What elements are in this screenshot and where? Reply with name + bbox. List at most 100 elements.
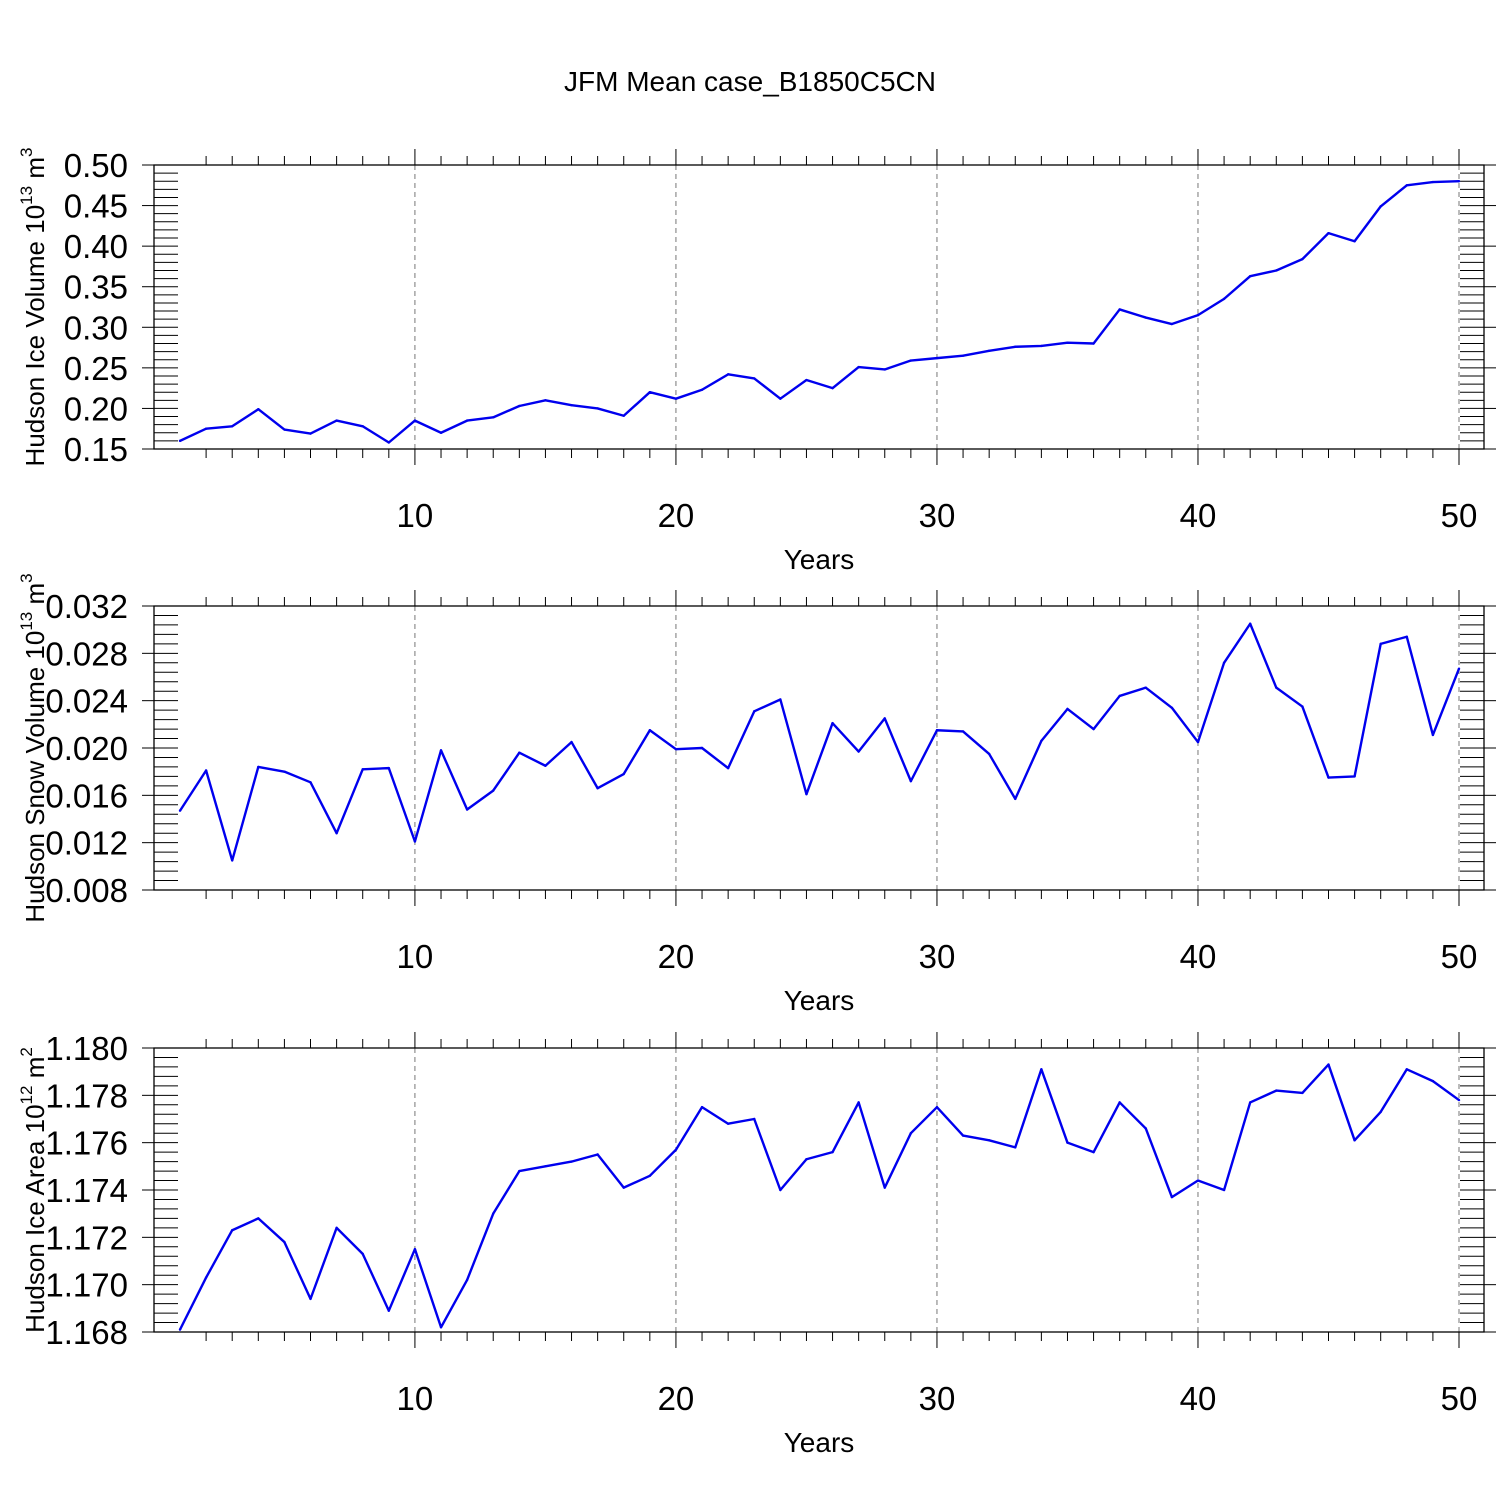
series-line — [178, 622, 1461, 862]
data-point — [648, 1174, 652, 1178]
data-point — [283, 770, 286, 773]
data-point — [1379, 1110, 1382, 1114]
data-point — [570, 1160, 573, 1163]
data-point — [492, 1212, 495, 1215]
x-tick-label: 50 — [1441, 1380, 1478, 1417]
data-point — [413, 840, 417, 843]
data-point — [726, 1122, 730, 1125]
y-axis-label-exponent: 12 — [17, 1086, 36, 1105]
data-point — [439, 749, 443, 752]
data-point — [465, 419, 469, 422]
data-point — [544, 399, 547, 402]
figure-title: JFM Mean case_B1850C5CN — [564, 66, 936, 97]
data-point — [1431, 733, 1435, 737]
data-point — [1014, 1146, 1017, 1149]
y-tick-label: 0.012 — [45, 825, 128, 862]
data-point — [518, 404, 521, 408]
y-tick-label: 0.020 — [45, 730, 128, 767]
data-point — [1118, 308, 1121, 311]
data-point — [1014, 345, 1017, 348]
data-point — [596, 407, 599, 410]
data-point — [779, 698, 782, 701]
x-tick-label: 10 — [397, 497, 434, 534]
y-tick-label: 0.50 — [64, 147, 128, 184]
data-point — [1170, 706, 1174, 709]
y-tick-label: 1.178 — [45, 1077, 128, 1114]
y-tick-label: 0.40 — [64, 228, 128, 265]
data-point — [1040, 344, 1043, 348]
x-tick-label: 50 — [1441, 497, 1478, 534]
data-point — [857, 365, 860, 369]
data-point — [492, 789, 495, 792]
data-point — [1144, 316, 1147, 319]
data-point — [570, 403, 573, 407]
data-point — [857, 1101, 860, 1104]
data-point — [1118, 1101, 1121, 1104]
data-point — [1405, 184, 1408, 187]
data-point — [309, 432, 312, 435]
data-point — [544, 1165, 547, 1168]
data-point — [805, 378, 808, 382]
x-tick-label: 40 — [1180, 497, 1217, 534]
data-point — [1353, 775, 1356, 778]
data-point — [831, 386, 834, 390]
data-point — [387, 766, 391, 770]
data-point — [257, 408, 260, 411]
data-point — [1040, 1068, 1043, 1071]
y-axis-label-unit-exponent: 3 — [17, 573, 36, 582]
data-point — [283, 1240, 286, 1244]
data-point — [987, 1139, 991, 1142]
data-point — [361, 1252, 364, 1256]
plot-frame — [153, 164, 1485, 450]
data-point — [726, 373, 730, 376]
y-axis-label-unit-exponent: 3 — [17, 148, 36, 157]
data-point — [1092, 727, 1095, 731]
data-point — [1405, 1068, 1408, 1071]
data-point — [1196, 740, 1200, 744]
data-point — [961, 1134, 965, 1137]
data-point — [1092, 1150, 1095, 1154]
data-point — [1431, 180, 1435, 184]
data-point — [1275, 269, 1278, 272]
data-point — [544, 764, 547, 767]
data-point — [1457, 667, 1461, 670]
y-axis-label-text: Hudson Ice Volume 10 — [20, 205, 50, 467]
data-point — [178, 1328, 182, 1331]
data-point — [204, 427, 208, 430]
data-point — [779, 397, 782, 400]
data-point — [753, 377, 756, 380]
data-point — [935, 356, 939, 360]
data-point — [674, 747, 678, 751]
y-axis-label-exponent: 13 — [17, 186, 36, 205]
x-tick-label: 40 — [1180, 938, 1217, 975]
y-tick-label: 0.008 — [45, 872, 128, 909]
y-tick-label: 1.174 — [45, 1172, 128, 1209]
data-point — [387, 1309, 391, 1312]
data-point — [309, 1297, 312, 1301]
series-line — [178, 1063, 1460, 1331]
y-tick-label: 0.032 — [45, 588, 128, 625]
data-point — [674, 397, 678, 400]
data-point — [831, 1150, 834, 1154]
data-point — [622, 1186, 625, 1189]
data-point — [700, 388, 704, 391]
data-point — [439, 1326, 443, 1329]
data-point — [935, 729, 939, 732]
y-tick-label: 1.180 — [45, 1030, 128, 1067]
chart-panel-3: 1.168 1.170 1.172 1.174 1.176 1.178 1.180 10 20 3… — [17, 1030, 1496, 1458]
series-line — [179, 180, 1460, 444]
data-point — [1222, 661, 1226, 664]
data-point — [283, 428, 286, 431]
data-point — [909, 359, 913, 362]
data-point — [178, 439, 182, 443]
data-point — [1379, 642, 1382, 646]
y-tick-label: 0.15 — [64, 431, 128, 468]
data-point — [439, 431, 443, 434]
data-point — [518, 751, 521, 754]
x-tick-label: 20 — [658, 938, 695, 975]
data-point — [961, 730, 965, 733]
data-point — [1066, 1141, 1069, 1144]
y-tick-label: 1.172 — [45, 1219, 128, 1256]
data-point — [1275, 686, 1278, 689]
y-tick-label: 1.176 — [45, 1125, 128, 1162]
